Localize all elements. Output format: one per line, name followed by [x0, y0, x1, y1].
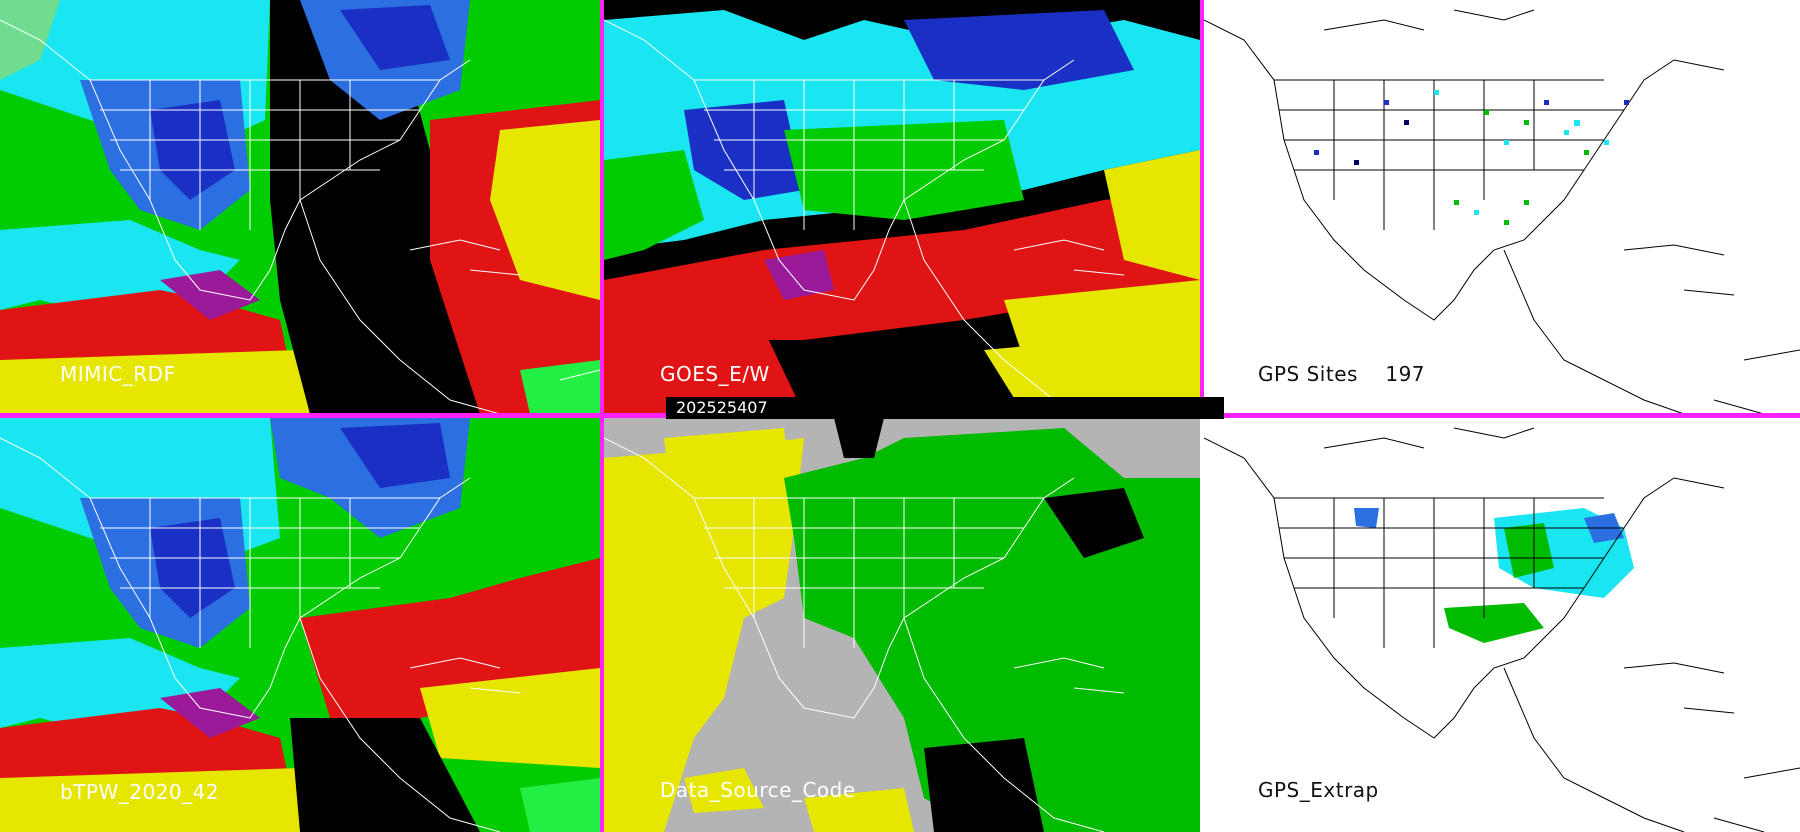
- gps-sites-map: [1204, 0, 1800, 414]
- panel-label-mimic-rdf: MIMIC_RDF: [60, 362, 176, 386]
- timestamp: 202525407: [676, 398, 768, 417]
- btpw-map: [0, 418, 600, 832]
- goes-ew-map: [604, 0, 1200, 414]
- vertical-divider-right: [1200, 0, 1204, 414]
- panel-label-goes-ew: GOES_E/W: [660, 362, 770, 386]
- vertical-divider-left: [600, 0, 604, 832]
- panel-label-btpw: bTPW_2020_42: [60, 780, 220, 804]
- panel-data-source-code: Data_Source_Code: [604, 418, 1200, 832]
- panel-goes-ew: GOES_E/W: [604, 0, 1200, 414]
- panel-mimic-rdf: MIMIC_RDF: [0, 0, 600, 414]
- panel-label-gps-extrap: GPS_Extrap: [1258, 778, 1379, 802]
- gps-site-markers: [1314, 90, 1629, 225]
- panel-gps-sites: GPS Sites 197: [1204, 0, 1800, 414]
- data-source-code-map: [604, 418, 1200, 832]
- gps-extrap-map: [1204, 418, 1800, 832]
- mimic-rdf-map: [0, 0, 600, 414]
- panel-btpw: bTPW_2020_42: [0, 418, 600, 832]
- timestamp-bar: 202525407: [666, 397, 1224, 419]
- panel-label-gps-sites: GPS Sites 197: [1258, 362, 1426, 386]
- panel-gps-extrap: GPS_Extrap: [1204, 418, 1800, 832]
- panel-label-data-source-code: Data_Source_Code: [660, 778, 856, 802]
